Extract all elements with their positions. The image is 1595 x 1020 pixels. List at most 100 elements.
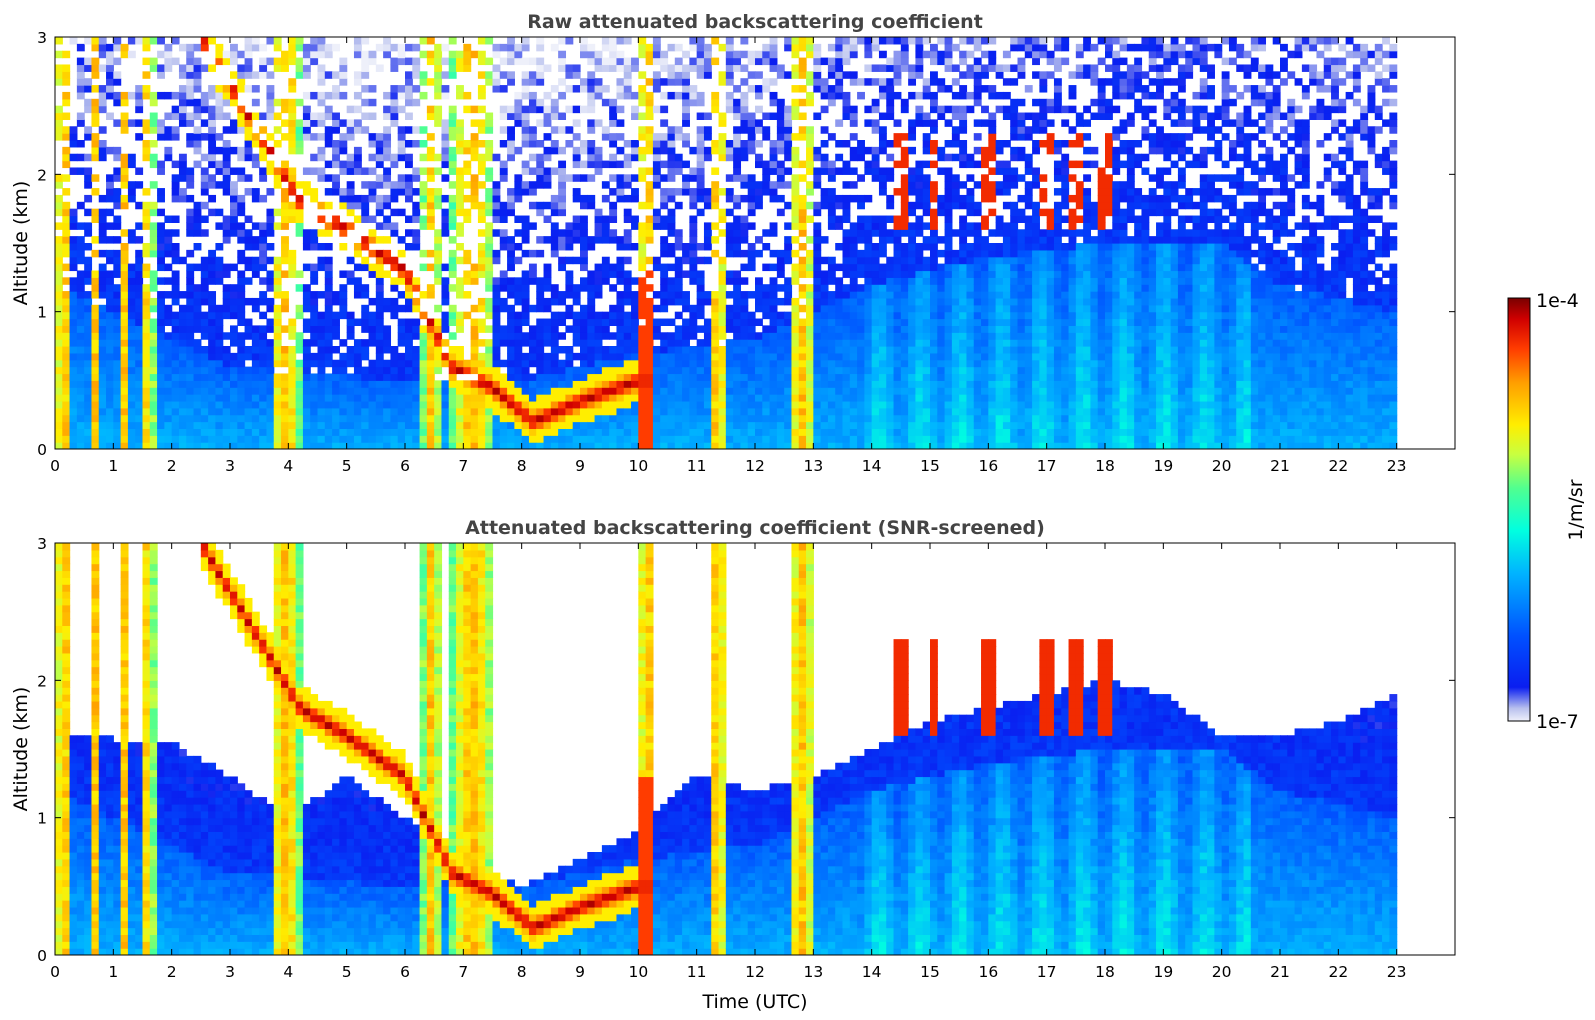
heatmap-cell	[302, 373, 311, 381]
heatmap-cell	[171, 332, 180, 340]
heatmap-cell	[864, 442, 873, 449]
heatmap-cell	[215, 208, 224, 217]
heatmap-cell	[718, 270, 727, 278]
heatmap-cell	[594, 160, 603, 169]
heatmap-cell	[69, 304, 78, 313]
heatmap-cell	[339, 304, 348, 313]
heatmap-cell	[251, 414, 260, 423]
heatmap-cell	[412, 346, 421, 354]
heatmap-cell	[776, 160, 785, 169]
heatmap-cell	[543, 133, 552, 141]
heatmap-cell	[543, 263, 552, 272]
heatmap-cell	[725, 153, 734, 162]
heatmap-cell	[149, 98, 158, 107]
heatmap-cell	[339, 407, 348, 416]
heatmap-cell	[171, 249, 180, 258]
heatmap-cell	[361, 98, 370, 107]
heatmap-cell	[208, 414, 217, 423]
heatmap-cell	[208, 387, 217, 395]
heatmap-cell	[842, 428, 851, 436]
heatmap-cell	[222, 442, 231, 449]
heatmap-cell	[120, 153, 129, 162]
heatmap-cell	[682, 435, 690, 443]
heatmap-cell	[237, 394, 246, 402]
heatmap-cell	[339, 91, 348, 100]
heatmap-cell	[412, 126, 421, 134]
heatmap-cell	[594, 325, 603, 333]
heatmap-cell	[434, 105, 443, 114]
heatmap-cell	[638, 428, 647, 436]
heatmap-cell	[397, 153, 406, 162]
heatmap-cell	[893, 387, 902, 395]
heatmap-cell	[244, 332, 253, 340]
heatmap-cell	[623, 277, 632, 285]
heatmap-cell	[106, 339, 114, 347]
heatmap-cell	[813, 435, 822, 443]
heatmap-cell	[288, 50, 297, 59]
heatmap-cell	[616, 304, 625, 313]
heatmap-cell	[485, 339, 494, 347]
heatmap-cell	[477, 407, 486, 416]
heatmap-cell	[91, 373, 100, 381]
heatmap-cell	[521, 133, 530, 141]
heatmap-cell	[397, 277, 406, 285]
heatmap-cell	[784, 346, 793, 354]
heatmap-cell	[288, 146, 297, 155]
heatmap-cell	[587, 160, 596, 169]
heatmap-cell	[842, 236, 851, 244]
heatmap-cell	[798, 380, 807, 388]
heatmap-cell	[434, 249, 443, 258]
heatmap-cell	[689, 85, 698, 93]
heatmap-cell	[835, 119, 844, 127]
heatmap-cell	[157, 339, 165, 347]
heatmap-cell	[908, 222, 917, 230]
heatmap-cell	[324, 421, 333, 429]
heatmap-cell	[645, 339, 654, 347]
heatmap-cell	[200, 407, 209, 416]
heatmap-cell	[186, 366, 195, 375]
heatmap-cell	[310, 194, 319, 203]
heatmap-cell	[521, 332, 530, 340]
heatmap-cell	[820, 270, 829, 278]
heatmap-cell	[762, 126, 771, 134]
heatmap-cell	[747, 352, 756, 361]
heatmap-cell	[324, 291, 333, 299]
heatmap-cell	[638, 435, 647, 443]
heatmap-cell	[747, 387, 756, 395]
heatmap-cell	[689, 57, 698, 66]
heatmap-cell	[113, 119, 122, 127]
heatmap-cell	[302, 387, 311, 395]
heatmap-cell	[295, 400, 304, 409]
heatmap-cell	[689, 366, 698, 375]
heatmap-cell	[733, 297, 742, 306]
heatmap-cell	[623, 236, 632, 244]
heatmap-cell	[791, 277, 800, 285]
heatmap-cell	[113, 352, 122, 361]
heatmap-cell	[157, 291, 165, 299]
heatmap-cell	[62, 153, 71, 162]
heatmap-cell	[645, 311, 654, 320]
heatmap-cell	[580, 236, 588, 244]
heatmap-cell	[580, 85, 588, 93]
heatmap-cell	[806, 160, 814, 169]
heatmap-cell	[645, 229, 654, 237]
heatmap-cell	[594, 284, 603, 292]
heatmap-cell	[791, 421, 800, 429]
heatmap-cell	[164, 428, 173, 436]
heatmap-cell	[652, 85, 661, 93]
heatmap-cell	[470, 304, 479, 313]
heatmap-cell	[120, 194, 129, 203]
heatmap-cell	[353, 194, 362, 203]
heatmap-cell	[244, 215, 253, 223]
heatmap-cell	[164, 366, 173, 375]
heatmap-cell	[266, 91, 275, 100]
heatmap-cell	[776, 394, 785, 402]
heatmap-cell	[674, 373, 683, 381]
heatmap-cell	[798, 325, 807, 333]
heatmap-cell	[886, 215, 895, 223]
heatmap-cell	[864, 407, 873, 416]
heatmap-cell	[747, 346, 756, 354]
heatmap-cell	[157, 222, 165, 230]
heatmap-cell	[273, 167, 282, 175]
heatmap-cell	[776, 359, 785, 368]
